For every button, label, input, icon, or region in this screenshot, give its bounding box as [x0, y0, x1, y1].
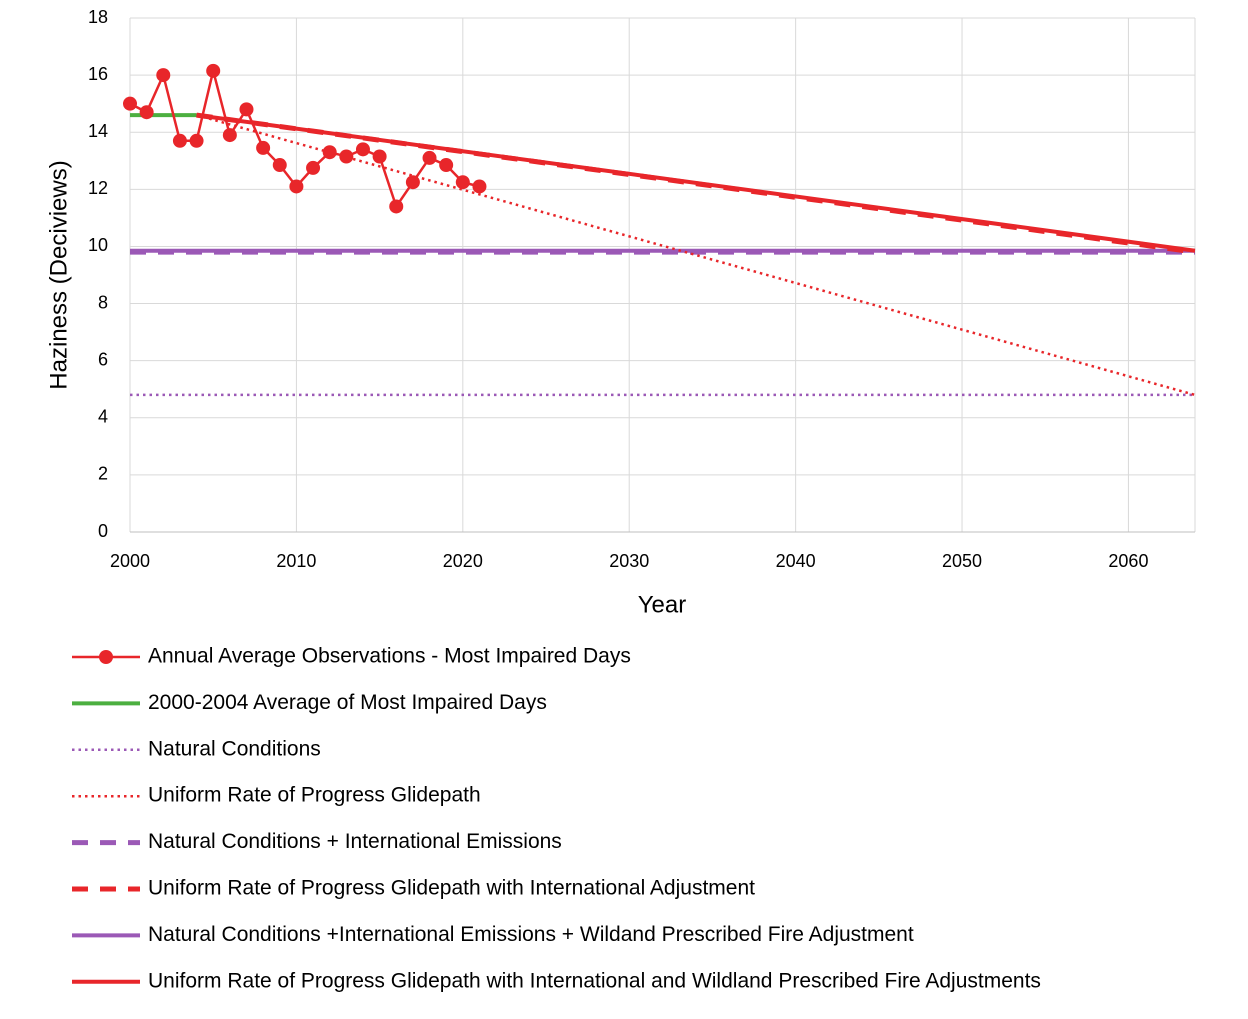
data-point — [405, 175, 420, 190]
x-tick-label: 2060 — [1108, 551, 1148, 571]
x-tick-label: 2020 — [443, 551, 483, 571]
x-tick-label: 2050 — [942, 551, 982, 571]
legend-label: Natural Conditions + International Emiss… — [148, 830, 562, 853]
data-point — [289, 179, 304, 194]
y-tick-label: 6 — [98, 349, 108, 369]
data-point — [355, 142, 370, 157]
legend-label: Uniform Rate of Progress Glidepath — [148, 784, 481, 807]
y-tick-label: 4 — [98, 407, 108, 427]
data-point — [239, 102, 254, 117]
data-point — [455, 175, 470, 190]
series-line — [196, 113, 1196, 253]
y-tick-label: 12 — [88, 178, 108, 198]
data-point — [139, 105, 154, 120]
x-tick-label: 2040 — [776, 551, 816, 571]
legend-marker — [99, 650, 113, 664]
y-tick-label: 16 — [88, 64, 108, 84]
y-axis-title: Haziness (Deciviews) — [45, 160, 72, 389]
legend-label: 2000-2004 Average of Most Impaired Days — [148, 691, 547, 714]
y-tick-label: 2 — [98, 464, 108, 484]
data-point — [422, 150, 437, 165]
x-tick-label: 2010 — [276, 551, 316, 571]
series-line — [129, 70, 480, 210]
data-point — [272, 158, 287, 173]
data-point — [156, 68, 171, 83]
data-point — [372, 149, 387, 164]
legend-label: Annual Average Observations - Most Impai… — [148, 645, 631, 668]
y-tick-label: 8 — [98, 292, 108, 312]
data-point — [472, 179, 487, 194]
legend-label: Natural Conditions +International Emissi… — [148, 923, 914, 946]
x-axis-title: Year — [638, 591, 687, 618]
data-point — [123, 96, 137, 111]
y-tick-label: 18 — [88, 7, 108, 27]
x-tick-label: 2000 — [110, 551, 150, 571]
data-point — [222, 128, 237, 143]
data-point — [439, 158, 454, 173]
x-tick-label: 2030 — [609, 551, 649, 571]
y-tick-label: 10 — [88, 235, 108, 255]
data-point — [189, 133, 204, 148]
data-point — [172, 133, 187, 148]
y-tick-label: 0 — [98, 521, 108, 541]
data-point — [306, 160, 321, 175]
legend-label: Uniform Rate of Progress Glidepath with … — [148, 877, 755, 900]
legend-label: Uniform Rate of Progress Glidepath with … — [148, 969, 1041, 992]
y-tick-label: 14 — [88, 121, 108, 141]
legend-label: Natural Conditions — [148, 737, 321, 760]
data-point — [389, 199, 404, 214]
data-point — [206, 63, 221, 78]
data-point — [322, 145, 337, 160]
data-point — [339, 149, 354, 164]
data-point — [256, 140, 271, 155]
